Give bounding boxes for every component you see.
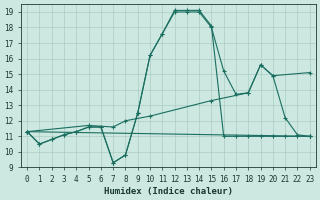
X-axis label: Humidex (Indice chaleur): Humidex (Indice chaleur) bbox=[104, 187, 233, 196]
